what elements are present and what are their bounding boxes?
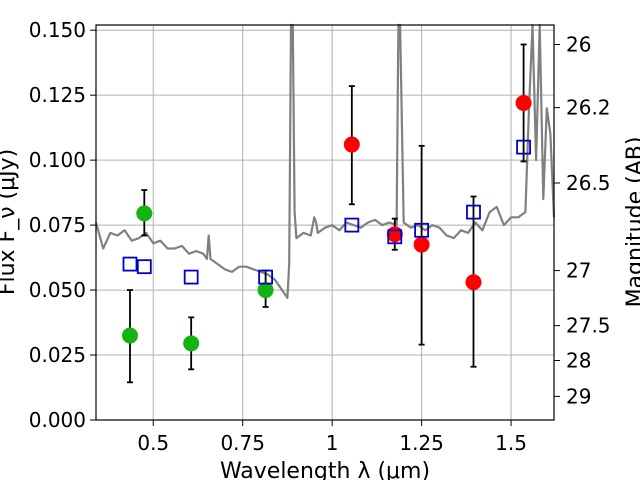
y-tick-label: 0.000	[29, 408, 86, 432]
right-tick-label: 29	[566, 384, 591, 408]
data-point-circle	[136, 205, 153, 222]
right-tick-label: 26.5	[566, 171, 611, 195]
spectrum-line	[94, 23, 556, 299]
model-point-square	[344, 217, 360, 233]
y-axis-label: Flux F_ν (μJy)	[0, 149, 20, 295]
x-axis-ticks: 0.5 0.75 1 1.25 1.5	[137, 420, 527, 455]
data-point-circle	[343, 136, 360, 153]
data-point-circle	[121, 327, 138, 344]
x-tick-label: 1	[326, 431, 339, 455]
x-axis-label: Wavelength λ (μm)	[220, 459, 430, 480]
model-point-square	[387, 229, 403, 245]
model-point-square	[183, 269, 199, 285]
x-tick-label: 0.75	[220, 431, 265, 455]
data-point-circle	[465, 274, 482, 291]
y-tick-label: 0.050	[29, 278, 86, 302]
data-point-circle	[515, 94, 532, 111]
model-point-square	[136, 259, 152, 275]
y-tick-label: 0.125	[29, 83, 86, 107]
model-point-square	[258, 269, 274, 285]
x-tick-label: 0.5	[137, 431, 169, 455]
right-axis-ticks: 26 26.2 26.5 27 27.5 28 29	[554, 32, 611, 408]
y-tick-label: 0.100	[29, 148, 86, 172]
right-tick-label: 27	[566, 259, 591, 283]
model-point-square	[516, 139, 531, 155]
model-point-square	[414, 222, 430, 238]
right-tick-label: 28	[566, 348, 591, 372]
x-tick-label: 1.5	[495, 431, 527, 455]
plot-frame	[95, 24, 555, 421]
spectrum-series	[94, 23, 556, 299]
data-point-circle	[413, 236, 430, 253]
data-markers	[121, 94, 532, 352]
right-tick-label: 26.2	[566, 96, 611, 120]
right-axis-label: Magnitude (AB)	[623, 137, 640, 308]
right-tick-label: 27.5	[566, 314, 611, 338]
y-tick-label: 0.075	[29, 213, 86, 237]
model-point-square	[122, 256, 138, 272]
right-tick-label: 26	[566, 32, 591, 56]
y-tick-label: 0.025	[29, 343, 86, 367]
y-tick-label: 0.150	[29, 18, 86, 42]
data-point-circle	[183, 335, 200, 352]
model-point-square	[466, 204, 481, 220]
y-axis-ticks: 0.000 0.025 0.050 0.075 0.100 0.125 0.150	[29, 18, 96, 432]
data-point-circle	[257, 282, 274, 299]
x-tick-label: 1.25	[399, 431, 444, 455]
